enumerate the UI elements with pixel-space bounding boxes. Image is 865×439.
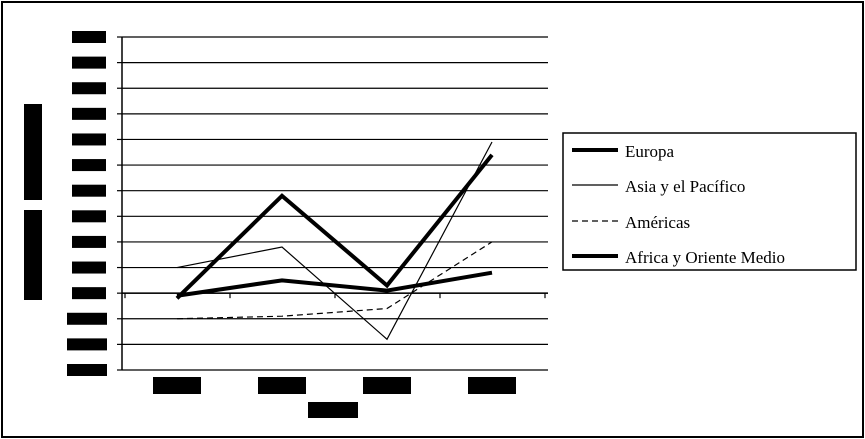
- legend-label-americas: Américas: [625, 213, 690, 232]
- x-axis-title-redacted: [308, 402, 358, 418]
- series-line: [175, 153, 494, 300]
- y-axis-title-redacted: [24, 104, 42, 200]
- legend-label-asia: Asia y el Pacífico: [625, 177, 745, 196]
- y-tick-label-redacted: [72, 159, 106, 172]
- x-tick-label-redacted: [258, 377, 306, 394]
- y-tick-label-redacted: [72, 107, 106, 120]
- y-tick-label-redacted: [67, 312, 107, 325]
- y-tick-label-redacted: [67, 338, 107, 351]
- axis-titles: [24, 104, 358, 418]
- y-tick-label-redacted: [72, 133, 106, 146]
- gridlines: [122, 36, 548, 371]
- y-tick-labels: [67, 31, 107, 376]
- y-tick-label-redacted: [67, 364, 107, 376]
- series-line: [176, 270, 493, 298]
- y-axis-title-redacted: [24, 210, 42, 300]
- series-lines: [175, 141, 494, 341]
- y-tick-label-redacted: [72, 82, 106, 95]
- legend: Europa Asia y el Pacífico Américas Afric…: [562, 132, 857, 271]
- y-tick-label-redacted: [72, 210, 106, 223]
- x-tick-label-redacted: [363, 377, 411, 394]
- x-tick-labels: [153, 377, 516, 394]
- x-tick-label-redacted: [153, 377, 201, 394]
- y-tick-label-redacted: [72, 235, 106, 248]
- y-tick-label-redacted: [72, 287, 106, 300]
- series-line: [176, 141, 493, 341]
- legend-label-europa: Europa: [625, 142, 675, 161]
- y-tick-label-redacted: [72, 184, 106, 197]
- y-tick-label-redacted: [72, 261, 106, 274]
- series-line: [176, 241, 493, 320]
- y-tick-label-redacted: [72, 56, 106, 69]
- legend-label-africa: Africa y Oriente Medio: [625, 248, 785, 267]
- y-tick-label-redacted: [72, 31, 106, 43]
- legend-box: [562, 132, 857, 271]
- x-tick-label-redacted: [468, 377, 516, 394]
